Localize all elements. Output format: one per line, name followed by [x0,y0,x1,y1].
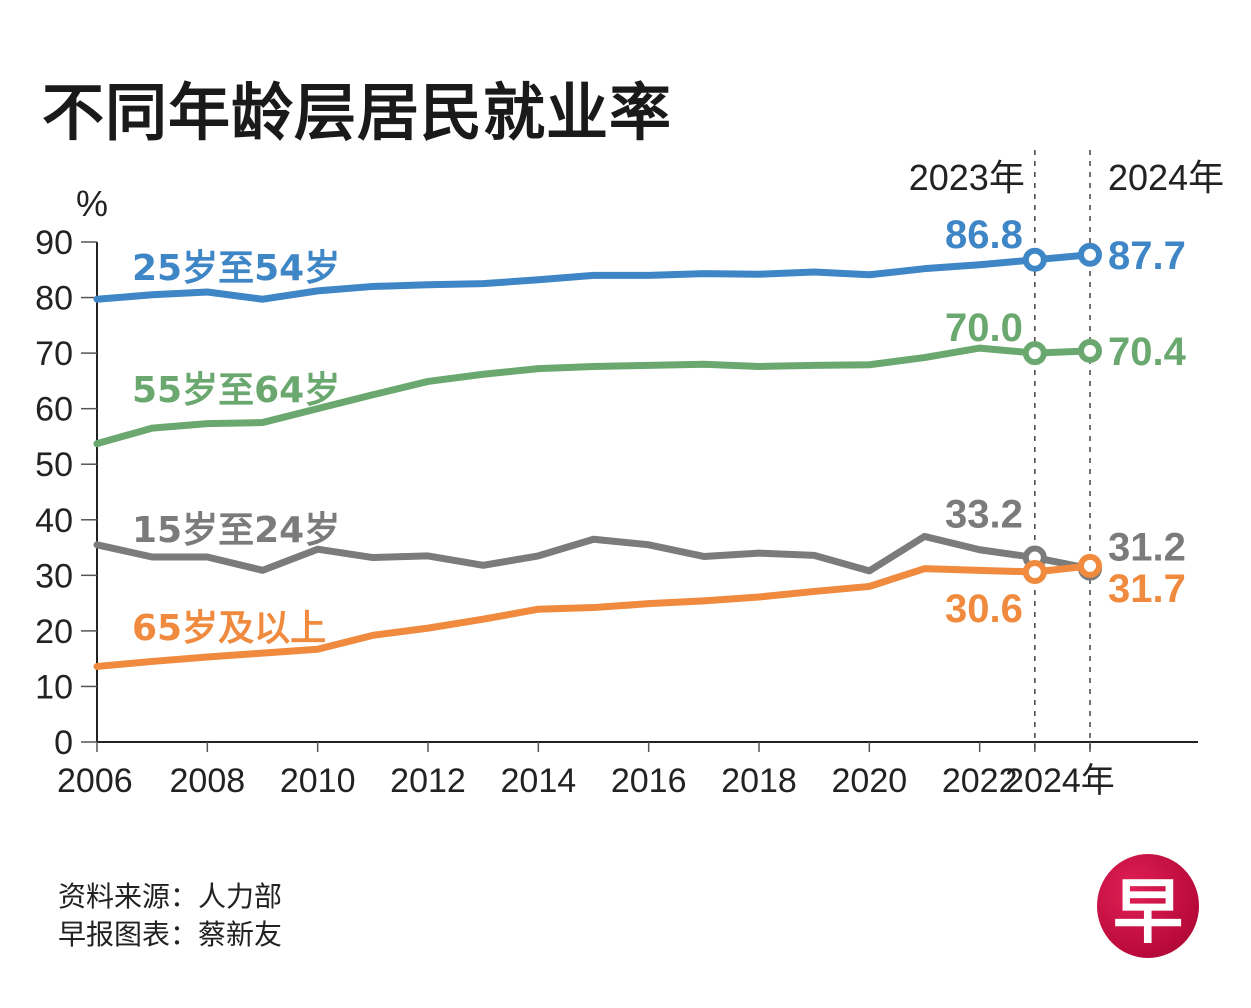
x-tick-label: 2008 [170,762,246,800]
x-tick-label: 2024年 [1005,762,1115,800]
data-label: 70.0 [945,306,1023,350]
footer: 资料来源：人力部 早报图表：蔡新友 [58,878,282,954]
highlight-year-label: 2023年 [909,157,1025,198]
x-tick-label: 2012 [390,762,466,800]
y-axis-unit: % [76,183,108,224]
data-label: 33.2 [945,493,1023,537]
series-label: 15岁至24岁 [132,510,340,551]
y-tick-label: 0 [54,724,73,762]
highlight-year-markers: 2023年 2024年 [909,150,1224,752]
data-point-highlight [1078,553,1102,578]
data-label: 30.6 [945,587,1023,631]
y-tick-label: 30 [35,557,73,595]
data-point-highlight [1022,341,1047,366]
logo-glyph: 早 [1113,869,1183,953]
data-point-highlight [1022,560,1047,584]
series-labels: 25岁至54岁 86.8 87.7 55岁至64岁 70.0 70.4 15岁至24岁 33.… [132,213,1187,649]
y-tick-label: 10 [35,668,73,706]
data-label: 70.4 [1108,330,1187,374]
series-lines [93,242,1102,670]
axes: % 0 10 20 30 40 50 60 70 80 90 2006 2008 2010 2012 2014… [35,183,1198,800]
data-label: 86.8 [945,213,1023,257]
data-label: 31.2 [1108,526,1186,570]
y-tick-label: 60 [35,391,73,429]
chart-title: 不同年龄层居民就业率 [42,76,673,149]
source-note: 资料来源：人力部 [58,880,283,913]
x-tick-label: 2022 [942,762,1018,800]
y-tick-label: 80 [35,280,73,318]
data-label: 87.7 [1108,234,1186,278]
x-tick-label: 2020 [832,762,908,800]
highlight-year-label: 2024年 [1108,157,1224,198]
y-tick-label: 70 [35,335,73,373]
x-tick-label: 2006 [57,762,133,800]
zaobao-logo-icon: 早 [1097,854,1199,958]
x-tick-label: 2014 [501,762,577,800]
y-tick-label: 90 [35,224,73,262]
series-label: 55岁至64岁 [132,370,340,411]
x-tick-label: 2016 [611,762,687,800]
y-tick-label: 40 [35,502,73,540]
data-point-highlight [1078,242,1102,267]
data-point-highlight [1078,338,1102,363]
series-label: 65岁及以上 [132,608,326,649]
x-tick-label: 2010 [280,762,356,800]
data-label: 31.7 [1108,567,1186,611]
series-label: 25岁至54岁 [132,248,340,289]
x-tick-label: 2018 [721,762,797,800]
credit-note: 早报图表：蔡新友 [58,918,283,951]
y-tick-label: 20 [35,613,73,651]
y-tick-label: 50 [35,446,73,484]
data-point-highlight [1022,247,1047,272]
